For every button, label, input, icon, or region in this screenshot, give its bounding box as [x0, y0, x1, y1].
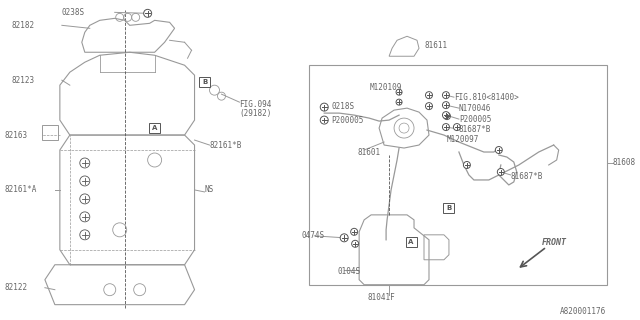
Circle shape — [80, 230, 90, 240]
Text: 81687*B: 81687*B — [459, 124, 492, 133]
Circle shape — [143, 9, 152, 17]
Text: FIG.094: FIG.094 — [239, 100, 272, 108]
Text: 0104S: 0104S — [337, 267, 360, 276]
Circle shape — [444, 113, 451, 120]
Bar — [149, 123, 160, 133]
Text: A820001176: A820001176 — [561, 307, 607, 316]
Circle shape — [396, 89, 402, 95]
Text: P200005: P200005 — [459, 115, 492, 124]
Text: M120109: M120109 — [369, 83, 401, 92]
Text: 82161*A: 82161*A — [5, 185, 37, 195]
Circle shape — [426, 103, 433, 110]
Text: 82122: 82122 — [5, 283, 28, 292]
Circle shape — [442, 124, 449, 131]
Circle shape — [340, 234, 348, 242]
Circle shape — [453, 124, 460, 131]
Circle shape — [426, 92, 433, 99]
Text: 81041F: 81041F — [367, 293, 395, 302]
Circle shape — [320, 103, 328, 111]
Bar — [406, 237, 417, 247]
Circle shape — [497, 169, 504, 175]
Text: 82161*B: 82161*B — [209, 140, 242, 149]
Text: FIG.810<81400>: FIG.810<81400> — [454, 93, 518, 102]
Bar — [199, 77, 210, 87]
Text: 0218S: 0218S — [332, 102, 355, 111]
Text: B: B — [446, 205, 452, 211]
Text: P200005: P200005 — [332, 116, 364, 124]
Circle shape — [351, 240, 358, 247]
Circle shape — [80, 212, 90, 222]
Circle shape — [351, 228, 358, 235]
Text: A: A — [408, 239, 413, 245]
Text: FRONT: FRONT — [541, 238, 567, 247]
Circle shape — [396, 99, 402, 105]
Circle shape — [80, 176, 90, 186]
Circle shape — [495, 147, 502, 154]
Text: 81601: 81601 — [357, 148, 380, 156]
Text: 81611: 81611 — [424, 41, 447, 50]
Text: N170046: N170046 — [459, 104, 492, 113]
Text: 81608: 81608 — [612, 158, 636, 167]
Circle shape — [463, 162, 470, 169]
Text: 82123: 82123 — [12, 76, 35, 85]
Text: 81687*B: 81687*B — [511, 172, 543, 181]
Circle shape — [442, 92, 449, 99]
Text: 82163: 82163 — [5, 131, 28, 140]
Text: (29182): (29182) — [239, 108, 272, 118]
Text: 82182: 82182 — [12, 21, 35, 30]
Text: 0474S: 0474S — [301, 231, 324, 240]
Circle shape — [80, 158, 90, 168]
Text: NS: NS — [205, 185, 214, 195]
Circle shape — [442, 102, 449, 108]
Text: M120097: M120097 — [447, 134, 479, 144]
Circle shape — [80, 194, 90, 204]
Circle shape — [442, 112, 449, 119]
Bar — [444, 203, 454, 213]
Text: A: A — [152, 125, 157, 131]
Circle shape — [320, 116, 328, 124]
Text: 0238S: 0238S — [62, 8, 85, 17]
Bar — [309, 65, 607, 285]
Text: B: B — [202, 79, 207, 85]
